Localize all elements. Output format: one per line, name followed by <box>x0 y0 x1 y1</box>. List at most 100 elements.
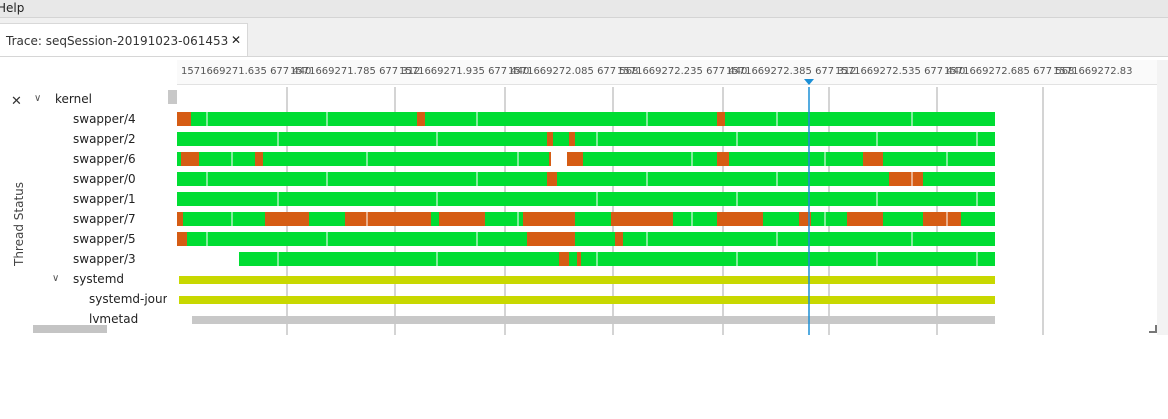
tree-scroll-thumb[interactable] <box>168 90 177 104</box>
menu-bar: Help <box>0 0 1168 18</box>
state-bar-running[interactable] <box>191 112 417 126</box>
state-bar-waiting[interactable] <box>439 212 485 226</box>
chevron-down-icon[interactable]: ∨ <box>34 93 42 104</box>
tree-row-label[interactable]: lvmetad <box>89 312 139 326</box>
state-bar-running[interactable] <box>583 152 717 166</box>
tree-row-label[interactable]: swapper/2 <box>73 132 136 146</box>
state-bar-running[interactable] <box>177 192 995 206</box>
chevron-down-icon[interactable]: ∨ <box>52 273 60 284</box>
vertical-scrollbar[interactable] <box>1157 60 1168 335</box>
state-bar-blocked[interactable] <box>179 276 995 284</box>
state-bar-running[interactable] <box>883 152 995 166</box>
state-bar-waiting[interactable] <box>547 172 557 186</box>
state-bar-waiting[interactable] <box>863 152 883 166</box>
tree-row-label[interactable]: swapper/6 <box>73 152 136 166</box>
tree-row-label[interactable]: swapper/4 <box>73 112 136 126</box>
tree-row-label[interactable]: swapper/0 <box>73 172 136 186</box>
time-ruler[interactable]: 1571669271.635 677 440 1571669271.785 677… <box>177 60 1157 85</box>
state-bar-running[interactable] <box>309 212 345 226</box>
state-bar-waiting[interactable] <box>417 112 425 126</box>
state-bar-waiting[interactable] <box>847 212 883 226</box>
cursor-marker-icon[interactable] <box>804 79 814 85</box>
tree-row-label[interactable]: swapper/7 <box>73 212 136 226</box>
state-bar-waiting[interactable] <box>611 212 673 226</box>
tree-row-label[interactable]: swapper/1 <box>73 192 136 206</box>
state-bar-waiting[interactable] <box>177 212 183 226</box>
state-bar-waiting[interactable] <box>717 152 729 166</box>
state-bar-running[interactable] <box>239 252 275 266</box>
trace-tab-title[interactable]: Trace: seqSession-20191023-061453 <box>6 34 229 48</box>
state-bar-blocked[interactable] <box>179 296 995 304</box>
state-bar-waiting[interactable] <box>569 132 575 146</box>
tree-row-label[interactable]: swapper/3 <box>73 252 136 266</box>
state-bar-waiting[interactable] <box>577 252 581 266</box>
state-bar-waiting[interactable] <box>527 232 575 246</box>
state-bar-running[interactable] <box>883 212 923 226</box>
timeline-svg[interactable] <box>177 87 1157 335</box>
state-bar-running[interactable] <box>553 132 569 146</box>
trace-tab[interactable]: Trace: seqSession-20191023-061453 ✕ <box>0 23 248 57</box>
state-bar-waiting[interactable] <box>547 132 553 146</box>
time-tick-label: 1571669272.83 <box>1053 66 1133 77</box>
state-bar-waiting[interactable] <box>923 212 961 226</box>
state-bar-running[interactable] <box>961 212 995 226</box>
tree-row-label[interactable]: systemd-journ <box>89 292 167 306</box>
timeline-area[interactable] <box>177 87 1157 335</box>
state-bar-running[interactable] <box>575 232 615 246</box>
state-bar-waiting[interactable] <box>615 232 623 246</box>
state-bar-waiting[interactable] <box>717 212 763 226</box>
state-bar-running[interactable] <box>199 152 255 166</box>
time-tick-label: 1571669272.235 677 440 <box>617 66 748 77</box>
state-bar-waiting[interactable] <box>559 252 569 266</box>
state-bar-running[interactable] <box>575 132 995 146</box>
state-bar-running[interactable] <box>729 152 863 166</box>
state-bar-waiting[interactable] <box>799 212 811 226</box>
state-bar-running[interactable] <box>581 252 995 266</box>
state-bar-running[interactable] <box>263 152 549 166</box>
state-bar-running[interactable] <box>557 172 575 186</box>
time-tick-label: 1571669271.635 677 440 <box>181 66 312 77</box>
state-bar-running[interactable] <box>673 212 717 226</box>
state-bar-running[interactable] <box>183 212 265 226</box>
state-bar-running[interactable] <box>485 212 523 226</box>
state-bar-running[interactable] <box>279 252 559 266</box>
state-bar-waiting[interactable] <box>889 172 923 186</box>
tree-row-label[interactable]: swapper/5 <box>73 232 136 246</box>
state-bar-running[interactable] <box>177 172 547 186</box>
state-bar-waiting[interactable] <box>177 232 187 246</box>
state-bar-running[interactable] <box>811 212 847 226</box>
state-bar-running[interactable] <box>575 172 611 186</box>
state-bar-waiting[interactable] <box>397 212 431 226</box>
state-bar-waiting[interactable] <box>717 112 725 126</box>
state-bar-running[interactable] <box>569 252 577 266</box>
time-tick-label: 1571669271.935 677 440 <box>399 66 530 77</box>
state-bar-running[interactable] <box>431 212 439 226</box>
state-bar-running[interactable] <box>763 212 799 226</box>
remove-icon[interactable]: ✕ <box>11 94 22 109</box>
state-bar-waiting[interactable] <box>345 212 397 226</box>
close-icon[interactable]: ✕ <box>231 33 242 47</box>
state-bar-running[interactable] <box>575 212 611 226</box>
state-bar-running[interactable] <box>185 132 547 146</box>
menu-help[interactable]: Help <box>0 1 25 15</box>
state-bar-running[interactable] <box>611 172 889 186</box>
state-bar-running[interactable] <box>187 232 527 246</box>
state-bar-running[interactable] <box>275 252 279 266</box>
state-bar-running[interactable] <box>177 152 181 166</box>
state-bar-inactive[interactable] <box>192 316 995 324</box>
state-bar-waiting[interactable] <box>255 152 263 166</box>
state-bar-running[interactable] <box>177 132 185 146</box>
y-axis-title: Thread Status <box>12 181 26 267</box>
state-bar-running[interactable] <box>425 112 717 126</box>
state-bar-waiting[interactable] <box>567 152 583 166</box>
state-bar-waiting[interactable] <box>265 212 309 226</box>
tree-row-label[interactable]: systemd <box>73 272 124 286</box>
horizontal-scrollbar[interactable] <box>33 325 107 333</box>
tree-row-label[interactable]: kernel <box>55 92 92 106</box>
state-bar-waiting[interactable] <box>549 152 551 166</box>
state-bar-waiting[interactable] <box>181 152 199 166</box>
state-bar-waiting[interactable] <box>177 112 191 126</box>
state-bar-running[interactable] <box>923 172 995 186</box>
state-bar-running[interactable] <box>725 112 995 126</box>
state-bar-waiting[interactable] <box>523 212 575 226</box>
